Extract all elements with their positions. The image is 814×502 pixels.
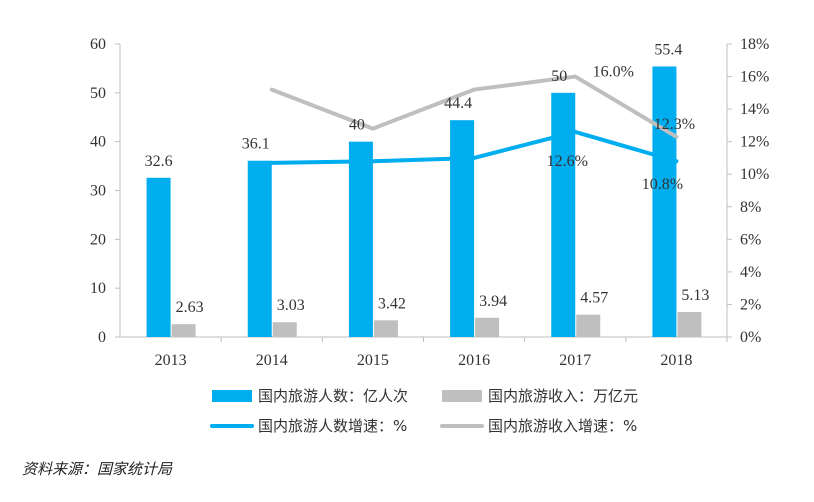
line-data-label: 16.0% [593,64,634,81]
y-right-tick-label: 6% [740,231,761,248]
x-tick-label: 2016 [458,352,490,369]
y-right-tick-label: 4% [740,264,761,281]
bar [348,141,373,337]
legend-label: 国内旅游收入：万亿元 [488,387,638,405]
bar-data-label: 36.1 [242,136,270,153]
series-line [269,129,679,165]
bar [146,177,171,337]
series-line [269,74,679,139]
y-left-tick-label: 0 [98,329,106,346]
x-tick-label: 2014 [256,352,288,369]
bar [551,92,576,337]
bar-data-label: 3.42 [378,295,406,312]
y-right-tick-label: 0% [740,329,761,346]
x-tick-label: 2015 [357,352,389,369]
bar [247,160,272,337]
y-left-tick-label: 30 [90,183,106,200]
bar-data-label: 44.4 [444,95,472,112]
bar-data-label: 3.03 [277,297,305,314]
bar-data-label: 50 [551,68,567,85]
y-left-tick-label: 50 [90,85,106,102]
y-left-tick-label: 10 [90,280,106,297]
legend-swatch [442,390,482,402]
y-right-tick-label: 18% [740,36,769,53]
bar-data-label: 3.94 [479,293,507,310]
y-right-tick-label: 10% [740,166,769,183]
y-left-tick-label: 60 [90,36,106,53]
y-right-tick-label: 12% [740,134,769,151]
plot-area: 0 10 20 30 40 50 60 0% 2% 4% 6% 8% 10% 12% 14% 16% 18% 20… [90,36,769,369]
chart: 0 10 20 30 40 50 60 0% 2% 4% 6% 8% 10% 12% 14% 16% 18% 20… [90,36,769,435]
y-right-tick-label: 2% [740,296,761,313]
bar-data-label: 4.57 [580,290,608,307]
legend-label: 国内旅游人数：亿人次 [258,387,408,405]
legend-label: 国内旅游人数增速：% [258,417,407,435]
bar [677,311,702,337]
source-note: 资料来源：国家统计局 [22,460,173,478]
bar [171,324,196,337]
x-tick-label: 2018 [660,352,692,369]
legend-swatch [212,390,252,402]
line-data-label: 12.3% [654,116,695,133]
bar-data-label: 5.13 [681,287,709,304]
line-data-label: 10.8% [642,176,683,193]
bar-data-label: 32.6 [145,153,173,170]
bar [576,314,601,337]
bar-data-label: 2.63 [176,299,204,316]
bar [652,66,677,338]
line-data-label: 12.6% [547,153,588,170]
y-right-tick-label: 14% [740,101,769,118]
legend-label: 国内旅游收入增速：% [488,417,637,435]
bar [373,320,398,337]
bar-data-label: 55.4 [654,41,682,58]
bar [475,317,500,337]
y-right-tick-label: 8% [740,199,761,216]
x-tick-label: 2017 [559,352,591,369]
y-right-tick-label: 16% [740,69,769,86]
bar-data-label: 40 [349,117,365,134]
bar [450,120,475,338]
y-left-tick-label: 20 [90,231,106,248]
x-tick-label: 2013 [155,352,187,369]
y-left-tick-label: 40 [90,134,106,151]
bar [272,322,297,337]
